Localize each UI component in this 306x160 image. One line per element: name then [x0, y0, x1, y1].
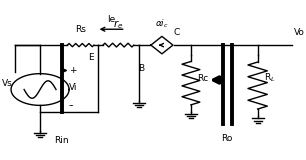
Text: R$_L$: R$_L$: [264, 71, 275, 84]
Text: $\alpha i_c$: $\alpha i_c$: [155, 18, 169, 30]
Text: Vi: Vi: [69, 83, 78, 92]
Text: Vo: Vo: [294, 28, 305, 37]
Text: B: B: [139, 64, 145, 73]
Text: --: --: [69, 101, 75, 110]
Text: +: +: [69, 66, 76, 75]
Text: Ro: Ro: [222, 134, 233, 143]
Text: Rin: Rin: [54, 136, 69, 144]
Text: Rc: Rc: [197, 74, 209, 83]
Text: Vs: Vs: [2, 79, 13, 88]
Text: E: E: [88, 53, 94, 62]
Text: Ie: Ie: [107, 16, 115, 24]
Text: Rs: Rs: [75, 25, 86, 34]
Text: C: C: [173, 28, 180, 37]
Text: $r_e$: $r_e$: [113, 18, 124, 31]
